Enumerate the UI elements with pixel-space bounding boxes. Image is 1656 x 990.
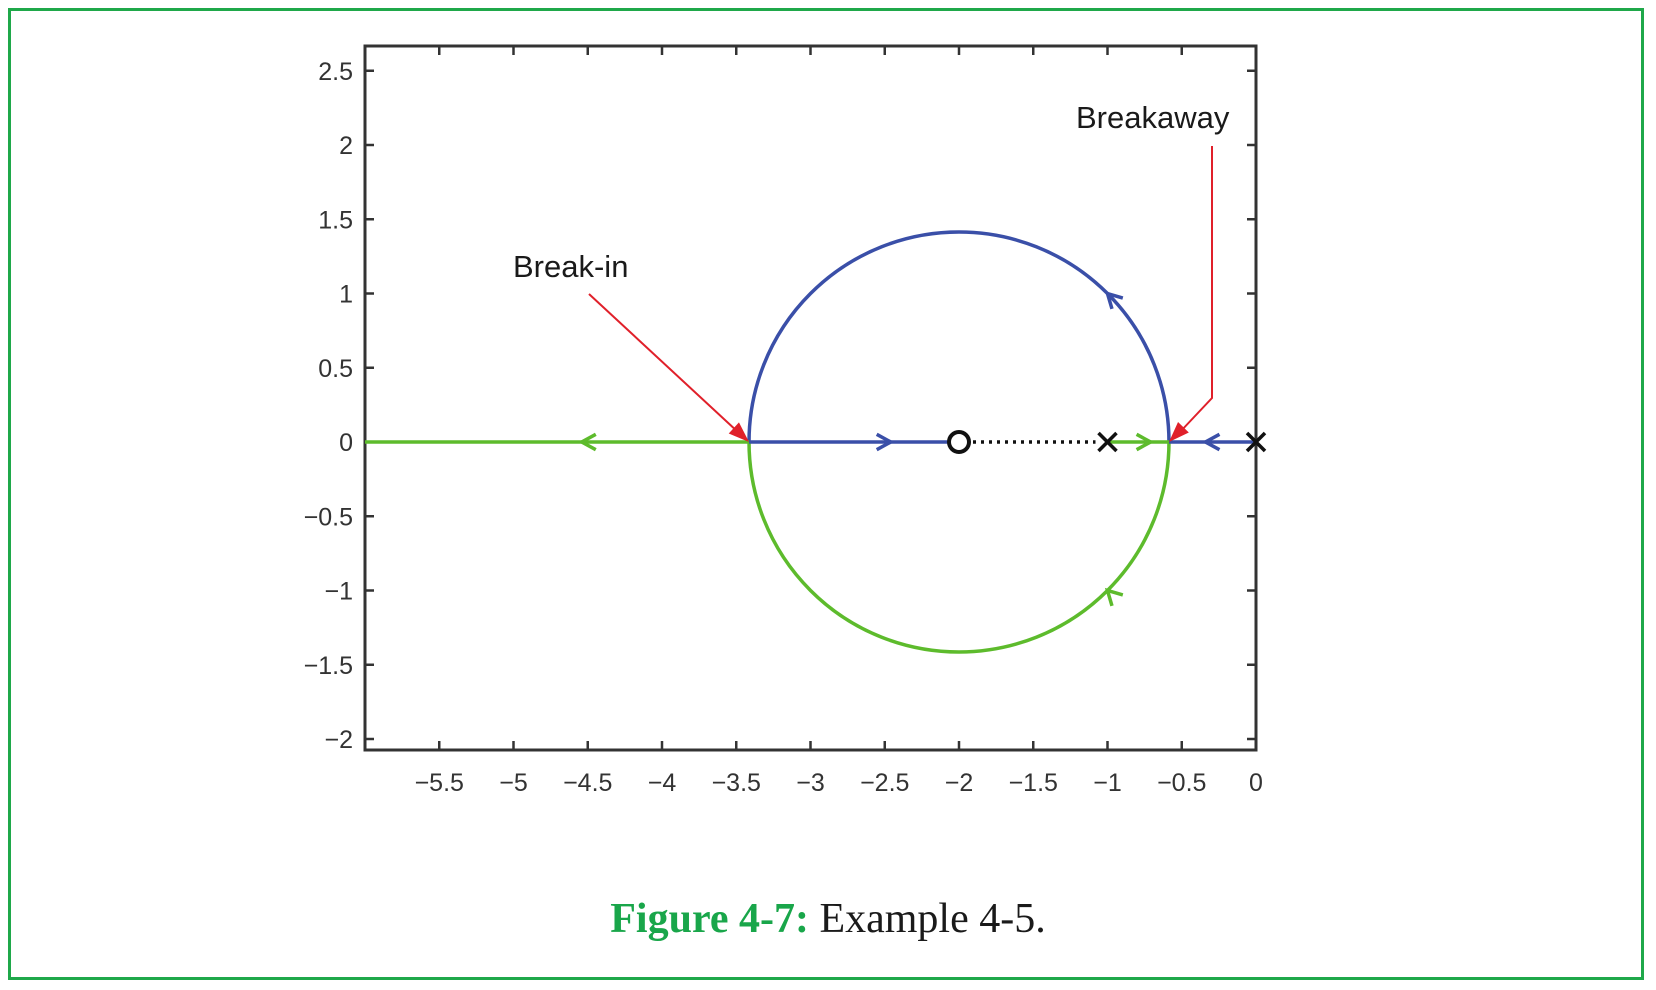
zero-marker <box>947 430 971 454</box>
plot-frame <box>363 44 1258 752</box>
upper-arc-branch <box>747 230 1171 443</box>
direction-arrow <box>875 432 895 452</box>
x-tick-label: −4 <box>648 769 677 797</box>
x-tick-label: −2 <box>945 769 974 797</box>
x-tick-label: −5 <box>499 769 528 797</box>
x-tick-label: −1.5 <box>1009 769 1058 797</box>
direction-arrow <box>1135 432 1155 452</box>
y-tick-label: −1.5 <box>304 652 353 680</box>
caption-label: Figure 4-7: <box>610 896 809 942</box>
lower-arc-branch <box>747 441 1171 654</box>
x-tick-label: −3.5 <box>712 769 761 797</box>
annotation-break-in-label: Break-in <box>513 249 628 284</box>
pole-cross-line <box>1097 431 1118 453</box>
caption-text: Example 4-5. <box>808 896 1046 942</box>
annotation-breakaway-arrowhead <box>1168 421 1189 442</box>
y-tick-label: 1 <box>339 281 353 309</box>
direction-arrow <box>1104 587 1124 607</box>
direction-arrow <box>1201 432 1221 452</box>
direction-arrow <box>1104 290 1124 310</box>
x-tick-label: 0 <box>1249 769 1263 797</box>
y-tick-label: −2 <box>324 726 353 754</box>
figure-caption: Figure 4-7: Example 4-5. <box>0 895 1656 943</box>
figure-frame <box>8 8 1644 980</box>
direction-arrow <box>578 432 597 452</box>
x-tick-label: −1 <box>1093 769 1122 797</box>
pole-cross-line <box>1245 431 1267 453</box>
x-tick-label: −3 <box>796 769 825 797</box>
pole-marker <box>1245 431 1267 453</box>
pole-marker <box>1097 431 1118 453</box>
y-tick-label: 0 <box>339 429 353 457</box>
annotation-breakaway-line <box>1179 146 1213 433</box>
x-tick-label: −2.5 <box>860 769 909 797</box>
annotation-breakaway-label: Breakaway <box>1076 100 1230 135</box>
annotation-break-in-line <box>588 293 740 434</box>
y-tick-label: −1 <box>324 578 353 606</box>
x-tick-label: −0.5 <box>1157 769 1206 797</box>
x-tick-label: −4.5 <box>563 769 612 797</box>
y-tick-label: 2.5 <box>318 58 353 86</box>
x-tick-label: −5.5 <box>415 769 464 797</box>
y-tick-label: 1.5 <box>318 206 353 234</box>
annotation-break-in-arrowhead <box>728 422 750 442</box>
y-tick-label: −0.5 <box>304 503 353 531</box>
y-tick-label: 2 <box>339 132 353 160</box>
y-tick-label: 0.5 <box>318 355 353 383</box>
